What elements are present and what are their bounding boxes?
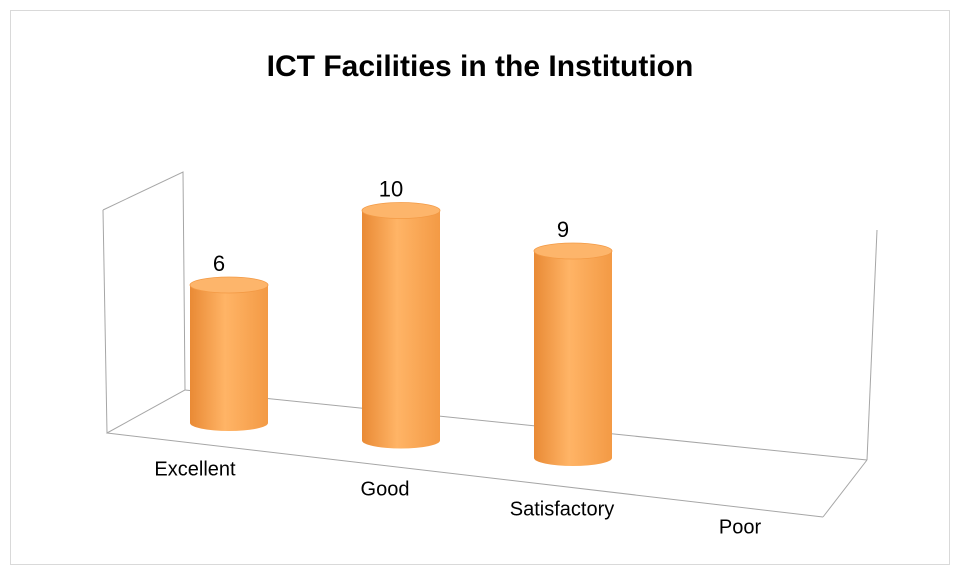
cylinder-body [362,210,440,449]
plot-frame [102,171,878,518]
cylinder-top [189,276,269,294]
x-tick-label: Poor [719,516,762,538]
cylinder [533,242,613,466]
cylinder-top [361,202,441,219]
data-label: 10 [379,176,403,201]
data-label: 9 [557,217,569,242]
cylinder [189,276,269,431]
chart-title: ICT Facilities in the Institution [267,50,694,83]
cylinder-body [190,285,268,431]
x-tick-label: Good [361,478,410,500]
x-tick-label: Satisfactory [510,498,614,520]
x-tick-label: Excellent [154,458,236,480]
cylinder [361,202,441,449]
cylinder-body [534,251,612,466]
chart-border [10,10,950,565]
data-label: 6 [213,251,225,276]
cylinder-top [533,242,613,260]
